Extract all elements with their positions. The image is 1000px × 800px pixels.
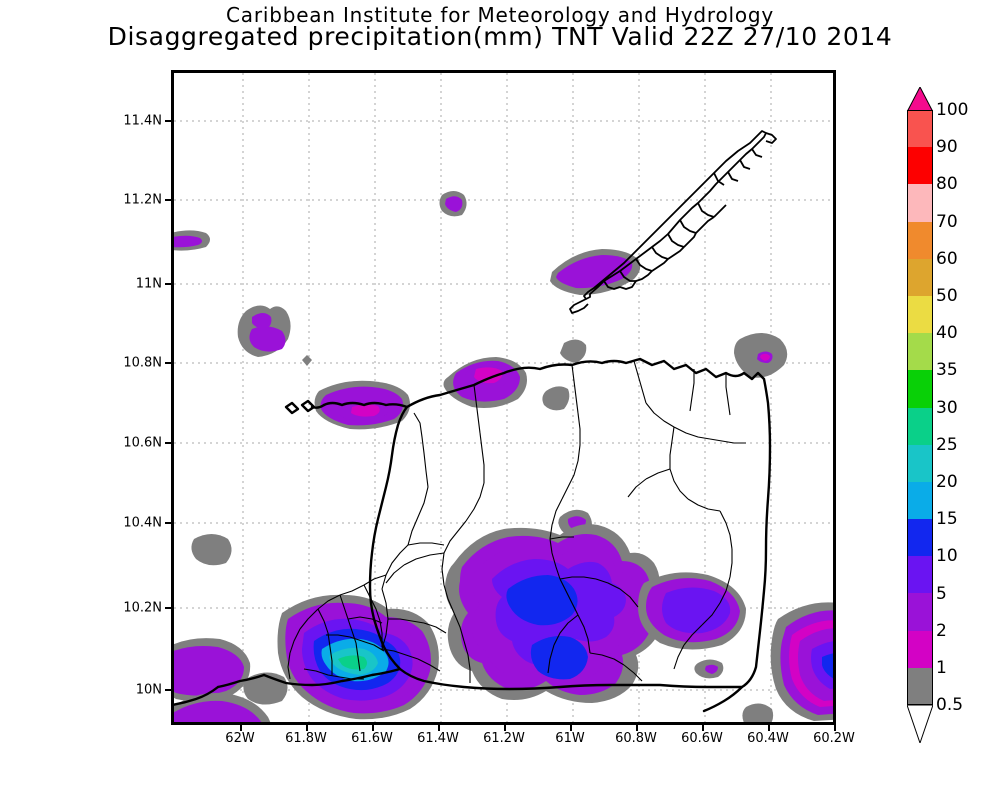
colorbar-under-arrow bbox=[907, 705, 933, 744]
x-axis-tick-label: 62W bbox=[225, 731, 255, 746]
precipitation-map-svg bbox=[174, 73, 833, 722]
colorbar-band-80-90 bbox=[907, 147, 933, 185]
x-axis-tick-label: 60.6W bbox=[681, 731, 723, 746]
colorbar-band-1-2 bbox=[907, 630, 933, 668]
x-axis-tick-label: 61.8W bbox=[285, 731, 327, 746]
colorbar-band-5-10 bbox=[907, 556, 933, 594]
contour-cell-northeast-coast bbox=[542, 386, 570, 411]
contour-cell-offshore-east bbox=[770, 602, 833, 721]
colorbar-band-2-5 bbox=[907, 593, 933, 631]
island-outlines bbox=[174, 357, 772, 713]
admin-boundaries bbox=[287, 360, 746, 683]
y-axis-tick-label: 11.2N bbox=[123, 192, 162, 208]
chart-title-block: Caribbean Institute for Meteorology and … bbox=[0, 0, 1000, 50]
colorbar-band-35-40 bbox=[907, 333, 933, 371]
institute-title: Caribbean Institute for Meteorology and … bbox=[226, 3, 774, 27]
colorbar-tick-label: 50 bbox=[936, 286, 958, 306]
colorbar-band-25-30 bbox=[907, 407, 933, 445]
colorbar-tick-label: 30 bbox=[936, 397, 958, 418]
colorbar-tick-label: 5 bbox=[936, 583, 947, 604]
contour-cell-east-arm bbox=[638, 572, 746, 650]
contour-cell-offshore-east-north bbox=[734, 333, 788, 378]
colorbar-tick-label: 100 bbox=[936, 100, 969, 120]
y-axis-tick-label: 10.4N bbox=[123, 515, 162, 531]
y-axis-tick-label: 10.8N bbox=[123, 355, 162, 371]
colorbar-bands bbox=[907, 110, 933, 705]
y-axis-tick-label: 10N bbox=[135, 682, 162, 698]
precipitation-contours bbox=[174, 191, 833, 722]
colorbar-band-0.5-1 bbox=[907, 667, 933, 705]
page-title: Disaggregated precipitation(mm) TNT Vali… bbox=[107, 22, 893, 51]
colorbar-tick-label: 70 bbox=[936, 211, 958, 232]
contour-cell-southwest-lower bbox=[174, 692, 271, 722]
colorbar-tick-label: 35 bbox=[936, 360, 958, 381]
colorbar-tick-label: 60 bbox=[936, 248, 958, 269]
contour-cell-small-east bbox=[694, 659, 724, 679]
colorbar-band-20-25 bbox=[907, 444, 933, 482]
colorbar-tick-label: 90 bbox=[936, 137, 958, 158]
x-axis-tick-label: 61W bbox=[555, 731, 585, 746]
tobago-outline bbox=[569, 130, 777, 314]
x-axis-tick-label: 61.6W bbox=[351, 731, 393, 746]
map-plot-frame bbox=[171, 70, 836, 725]
colorbar-band-40-50 bbox=[907, 295, 933, 334]
colorbar: 100 90 80 70 60 50 40 35 30 25 20 15 10 5 2 1 0.5 bbox=[905, 85, 1000, 744]
colorbar-band-15-20 bbox=[907, 481, 933, 520]
colorbar-tick-label: 2 bbox=[936, 620, 947, 641]
contour-cell-offshore-north bbox=[550, 249, 641, 295]
contour-cell-small-west-diamond bbox=[302, 355, 312, 366]
colorbar-band-30-35 bbox=[907, 370, 933, 408]
contour-cell-east-central-complex bbox=[445, 524, 664, 703]
contour-cell-offshore-west bbox=[237, 305, 291, 357]
colorbar-tick-label: 0.5 bbox=[936, 695, 964, 716]
y-axis-tick-label: 11N bbox=[135, 276, 162, 292]
x-axis-tick-label: 61.2W bbox=[483, 731, 525, 746]
colorbar-tick-label: 25 bbox=[936, 434, 958, 455]
colorbar-tick-label: 15 bbox=[936, 509, 958, 530]
y-axis-tick-label: 10.2N bbox=[123, 600, 162, 616]
x-axis-tick-label: 61.4W bbox=[417, 731, 459, 746]
contour-cell-north-center bbox=[439, 191, 467, 217]
colorbar-over-arrow bbox=[907, 87, 933, 112]
x-axis-tick-label: 60.4W bbox=[747, 731, 789, 746]
contour-cell-southwest-corner bbox=[174, 638, 251, 702]
colorbar-band-10-15 bbox=[907, 519, 933, 557]
contour-cell-south-small bbox=[742, 703, 774, 722]
map-canvas bbox=[174, 73, 833, 722]
colorbar-band-90-100 bbox=[907, 110, 933, 148]
colorbar-band-70-80 bbox=[907, 184, 933, 222]
colorbar-band-60-70 bbox=[907, 221, 933, 259]
x-axis-tick-label: 60.2W bbox=[813, 731, 855, 746]
colorbar-tick-label: 20 bbox=[936, 472, 958, 492]
y-axis-tick-label: 10.6N bbox=[123, 435, 162, 451]
colorbar-tick-label: 40 bbox=[936, 323, 958, 344]
contour-cell-west-small bbox=[191, 534, 232, 566]
colorbar-tick-label: 1 bbox=[936, 658, 947, 678]
x-axis-tick-label: 60.8W bbox=[615, 731, 657, 746]
contour-cell-northwest-edge bbox=[174, 230, 210, 251]
contour-cell-north-coast bbox=[443, 357, 527, 408]
colorbar-tick-label: 10 bbox=[936, 546, 958, 567]
contour-cell-northeast-tip bbox=[560, 339, 587, 363]
contour-cell-southwest-tip bbox=[243, 672, 288, 705]
colorbar-tick-label: 80 bbox=[936, 174, 958, 195]
colorbar-band-50-60 bbox=[907, 258, 933, 296]
y-axis-tick-label: 11.4N bbox=[123, 113, 162, 129]
